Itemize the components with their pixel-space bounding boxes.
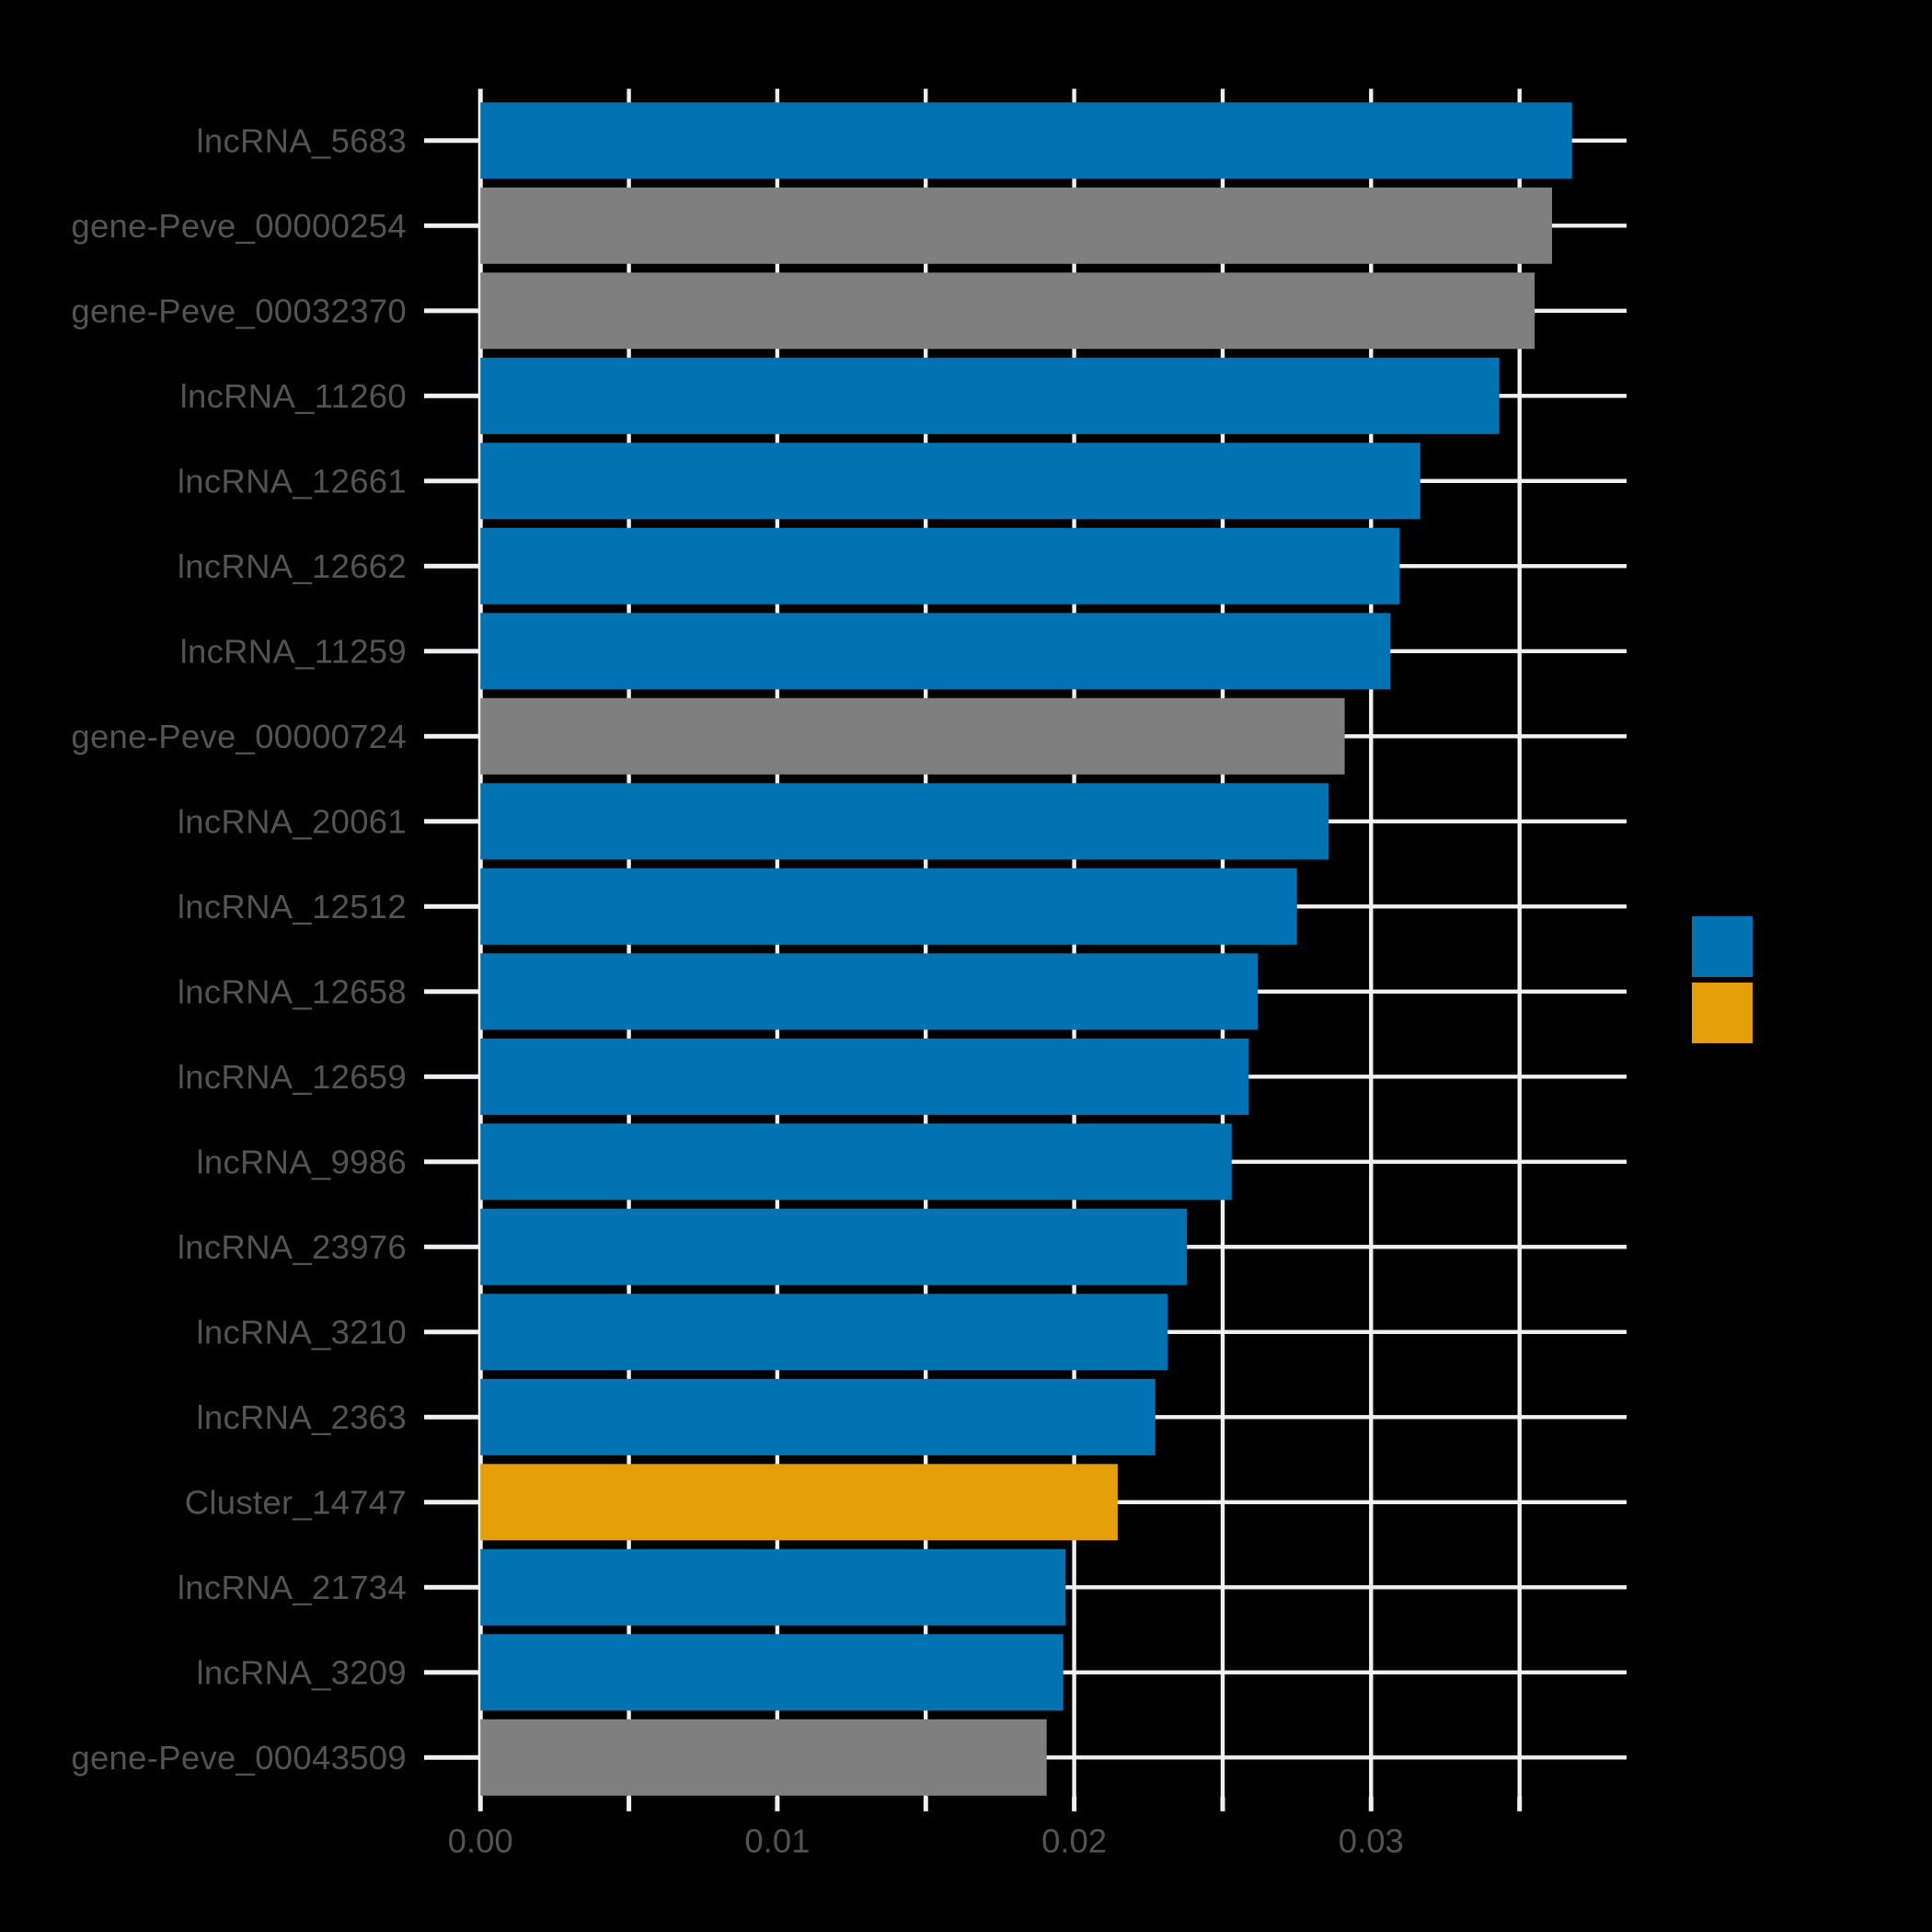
svg-text:gene-Peve_00000254: gene-Peve_00000254 <box>71 207 407 245</box>
svg-text:lncRNA_23976: lncRNA_23976 <box>178 1228 407 1266</box>
svg-text:0.01: 0.01 <box>744 1822 810 1859</box>
svg-text:gene-Peve_00000724: gene-Peve_00000724 <box>71 718 407 755</box>
svg-text:lncRNA_12662: lncRNA_12662 <box>178 547 407 585</box>
svg-text:Cluster_14747: Cluster_14747 <box>185 1484 407 1522</box>
svg-text:lncRNA_12661: lncRNA_12661 <box>178 463 407 500</box>
svg-text:lncRNA_12658: lncRNA_12658 <box>178 973 407 1011</box>
svg-text:lncRNA_2363: lncRNA_2363 <box>196 1398 407 1436</box>
svg-text:lncRNA_3209: lncRNA_3209 <box>196 1654 407 1692</box>
svg-text:lncRNA_12512: lncRNA_12512 <box>178 888 407 926</box>
svg-text:gene-Peve_00032370: gene-Peve_00032370 <box>71 293 407 330</box>
svg-text:lncRNA_20061: lncRNA_20061 <box>178 803 407 841</box>
svg-text:lncRNA_11260: lncRNA_11260 <box>180 377 407 415</box>
svg-text:lncRNA_5683: lncRNA_5683 <box>196 122 407 160</box>
svg-text:lncRNA_21734: lncRNA_21734 <box>178 1569 407 1606</box>
svg-text:gene-Peve_00043509: gene-Peve_00043509 <box>71 1739 407 1777</box>
svg-text:lncRNA_9986: lncRNA_9986 <box>196 1144 407 1181</box>
svg-text:0.03: 0.03 <box>1339 1822 1404 1859</box>
svg-text:0.02: 0.02 <box>1041 1822 1107 1859</box>
svg-text:lncRNA_12659: lncRNA_12659 <box>178 1058 407 1096</box>
svg-text:lncRNA_11259: lncRNA_11259 <box>180 633 407 671</box>
svg-text:0.00: 0.00 <box>448 1822 513 1859</box>
svg-text:lncRNA_3210: lncRNA_3210 <box>196 1314 407 1351</box>
